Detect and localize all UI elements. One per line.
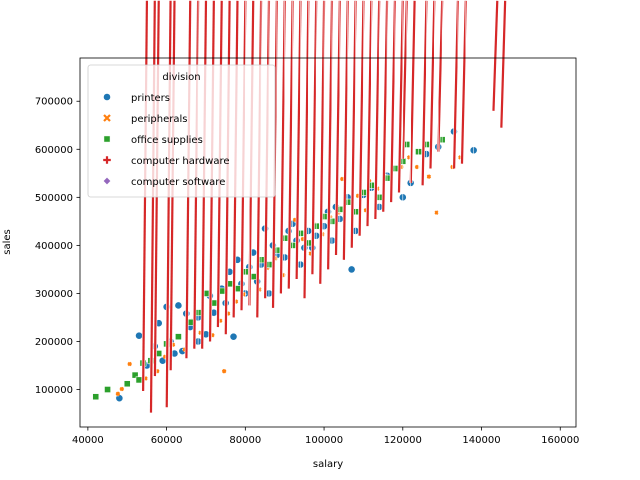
- legend: division printers peripherals office suppli…: [87, 64, 276, 198]
- data-point: [460, 0, 468, 164]
- legend-title: division: [162, 72, 200, 83]
- data-point: [365, 0, 374, 227]
- y-tick-label: 500000: [35, 193, 73, 204]
- data-point: [426, 173, 432, 180]
- legend-label: peripherals: [131, 114, 187, 125]
- x-tick-label: 120000: [384, 435, 422, 446]
- legend-marker: [102, 113, 112, 123]
- legend-item: printers: [103, 93, 170, 104]
- data-point: [229, 332, 238, 341]
- data-point: [92, 393, 100, 401]
- data-point: [135, 376, 143, 384]
- legend-item: computer software: [102, 176, 225, 188]
- data-point: [401, 0, 409, 159]
- data-point: [452, 0, 460, 169]
- data-point: [420, 0, 429, 186]
- data-point: [397, 0, 405, 193]
- y-tick-label: 200000: [35, 337, 73, 348]
- x-tick-label: 80000: [229, 435, 261, 446]
- y-tick-label: 600000: [35, 145, 73, 156]
- x-tick-label: 140000: [462, 435, 500, 446]
- plot-marks: [92, 0, 557, 413]
- data-point: [310, 0, 318, 275]
- data-point: [174, 301, 183, 310]
- y-tick-label: 700000: [35, 97, 73, 108]
- data-point: [318, 0, 326, 284]
- legend-box: [87, 64, 276, 198]
- data-point: [131, 371, 139, 379]
- legend-item: peripherals: [102, 113, 187, 125]
- plot-frame: [79, 57, 577, 428]
- data-point: [381, 0, 389, 212]
- data-point: [279, 0, 287, 294]
- legend-item: office supplies: [103, 135, 203, 146]
- data-point: [119, 386, 125, 392]
- data-point: [428, 0, 436, 169]
- data-point: [115, 391, 121, 397]
- data-point: [294, 0, 303, 280]
- legend-label: printers: [131, 93, 170, 104]
- legend-item: computer hardware: [103, 156, 230, 167]
- data-point: [175, 333, 182, 341]
- legend-label: computer software: [131, 177, 225, 188]
- data-point: [123, 380, 131, 388]
- data-point: [409, 0, 417, 183]
- data-point: [342, 0, 350, 260]
- x-tick-label: 40000: [72, 435, 104, 446]
- data-point: [414, 164, 420, 170]
- x-tick-label: 60000: [151, 435, 183, 446]
- y-tick-label: 100000: [35, 385, 73, 396]
- data-point: [126, 361, 133, 367]
- legend-marker: [102, 176, 112, 186]
- legend-marker: [103, 156, 111, 164]
- data-point: [499, 0, 507, 128]
- x-tick-label: 100000: [305, 435, 343, 446]
- y-tick-label: 300000: [35, 289, 73, 300]
- data-point: [221, 368, 227, 374]
- data-point: [436, 0, 444, 152]
- legend-marker: [103, 135, 111, 143]
- y-tick-label: 400000: [35, 241, 73, 252]
- data-point: [287, 0, 295, 289]
- data-point: [302, 0, 311, 299]
- data-point: [104, 386, 111, 393]
- x-axis-label: salary: [313, 459, 343, 470]
- x-tick-label: 160000: [541, 435, 579, 446]
- legend-label: office supplies: [131, 135, 203, 146]
- x-axis: 40000 60000 80000 100000 120000 140000 160000: [72, 427, 579, 446]
- data-point: [339, 176, 345, 182]
- data-point: [357, 0, 366, 236]
- data-point: [347, 265, 356, 274]
- data-point: [334, 0, 342, 256]
- data-point: [135, 331, 143, 340]
- data-point: [434, 209, 440, 216]
- data-point: [389, 0, 397, 203]
- y-axis-label: sales: [2, 229, 13, 254]
- y-axis: 100000 200000 300000 400000 500000 600000 7000…: [35, 97, 80, 396]
- data-point: [373, 0, 381, 219]
- data-point: [326, 0, 334, 270]
- data-point: [350, 0, 358, 248]
- data-point: [491, 0, 499, 111]
- legend-marker: [103, 93, 111, 101]
- legend-label: computer hardware: [131, 156, 230, 167]
